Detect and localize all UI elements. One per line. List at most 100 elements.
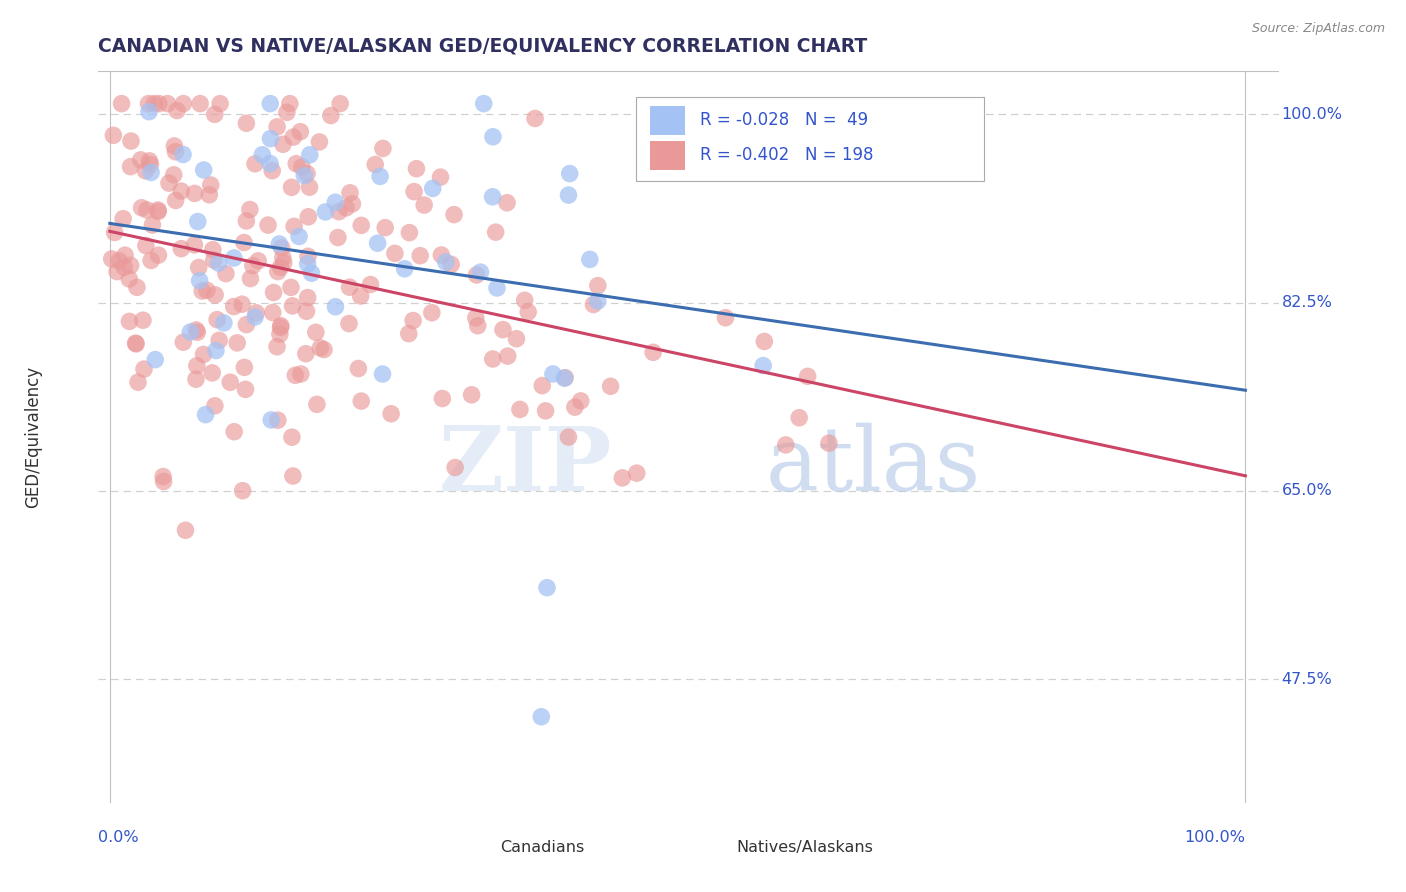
- Point: [297, 249, 319, 263]
- Point: [232, 483, 254, 498]
- Point: [235, 214, 257, 228]
- Point: [422, 181, 444, 195]
- Point: [135, 238, 157, 252]
- Point: [134, 163, 156, 178]
- Point: [235, 318, 257, 332]
- Point: [465, 268, 488, 282]
- Point: [209, 96, 232, 111]
- Point: [118, 272, 141, 286]
- Point: [364, 157, 387, 171]
- Point: [148, 96, 170, 111]
- Point: [380, 407, 402, 421]
- Point: [120, 160, 142, 174]
- Text: 0.0%: 0.0%: [98, 830, 139, 845]
- Point: [138, 104, 160, 119]
- Point: [207, 256, 229, 270]
- Point: [187, 260, 209, 275]
- Point: [553, 371, 575, 385]
- Point: [170, 184, 193, 198]
- Point: [188, 274, 211, 288]
- Text: 82.5%: 82.5%: [1282, 295, 1333, 310]
- Point: [409, 249, 432, 263]
- Point: [281, 430, 304, 444]
- Point: [775, 438, 797, 452]
- Point: [496, 349, 519, 363]
- Text: 47.5%: 47.5%: [1282, 672, 1333, 687]
- Point: [290, 367, 312, 381]
- Point: [371, 141, 394, 155]
- Point: [350, 219, 373, 233]
- Point: [166, 103, 188, 118]
- Point: [326, 230, 349, 244]
- Point: [398, 226, 420, 240]
- Point: [297, 291, 319, 305]
- Point: [202, 253, 225, 268]
- Point: [215, 267, 238, 281]
- Point: [440, 257, 463, 271]
- Point: [281, 469, 304, 483]
- Point: [371, 367, 394, 381]
- Point: [530, 710, 553, 724]
- Point: [350, 289, 373, 303]
- Point: [643, 345, 665, 359]
- Point: [267, 413, 290, 427]
- Text: Source: ZipAtlas.com: Source: ZipAtlas.com: [1251, 22, 1385, 36]
- Point: [235, 116, 257, 130]
- Point: [402, 313, 425, 327]
- Text: R = -0.028   N =  49: R = -0.028 N = 49: [700, 112, 868, 129]
- Point: [187, 214, 209, 228]
- Point: [260, 413, 283, 427]
- Point: [290, 125, 312, 139]
- Point: [194, 408, 217, 422]
- Point: [524, 112, 547, 126]
- Point: [174, 523, 197, 537]
- Point: [714, 310, 737, 325]
- Point: [444, 460, 467, 475]
- Point: [429, 170, 451, 185]
- Point: [325, 300, 347, 314]
- Point: [118, 314, 141, 328]
- Point: [222, 251, 245, 265]
- Point: [339, 186, 361, 200]
- Point: [212, 316, 235, 330]
- Point: [513, 293, 536, 308]
- Point: [288, 229, 311, 244]
- Point: [673, 121, 696, 136]
- Point: [170, 242, 193, 256]
- Point: [110, 96, 132, 111]
- Point: [374, 220, 396, 235]
- Point: [242, 259, 264, 273]
- Point: [125, 337, 148, 351]
- Point: [328, 204, 350, 219]
- Point: [146, 202, 169, 217]
- Point: [163, 168, 186, 182]
- Text: 65.0%: 65.0%: [1282, 483, 1333, 499]
- Text: 100.0%: 100.0%: [1282, 107, 1343, 122]
- Point: [186, 326, 208, 340]
- Point: [204, 399, 226, 413]
- Point: [337, 317, 360, 331]
- Point: [226, 335, 249, 350]
- Point: [281, 299, 304, 313]
- Text: ZIP: ZIP: [439, 423, 612, 510]
- Point: [517, 305, 540, 319]
- Point: [127, 375, 149, 389]
- Point: [283, 130, 305, 145]
- Point: [339, 280, 361, 294]
- Point: [485, 225, 508, 239]
- Point: [184, 372, 207, 386]
- Point: [319, 109, 342, 123]
- Point: [156, 96, 179, 111]
- Point: [534, 404, 557, 418]
- Point: [125, 280, 148, 294]
- Point: [818, 436, 841, 450]
- Point: [298, 148, 321, 162]
- Point: [243, 310, 266, 324]
- Point: [204, 107, 226, 121]
- Point: [405, 161, 427, 176]
- Point: [262, 163, 284, 178]
- Point: [266, 340, 288, 354]
- Point: [224, 425, 246, 439]
- Point: [323, 195, 346, 210]
- Point: [208, 334, 231, 348]
